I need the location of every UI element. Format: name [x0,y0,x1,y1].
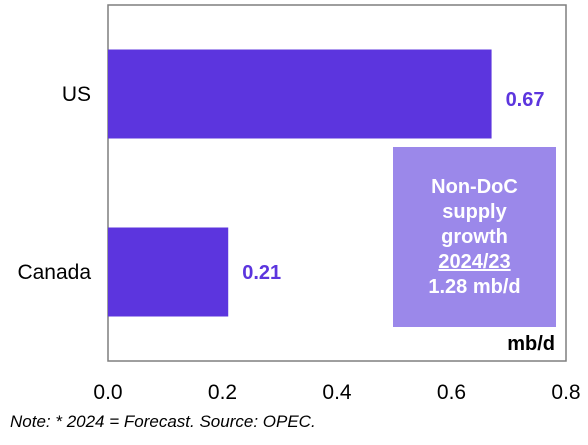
info-box-line-2: supply [442,200,507,223]
info-box-line-1: Non-DoC [431,175,518,198]
info-box-line-3: growth [441,225,508,248]
x-tick-label: 0.6 [437,381,466,404]
x-tick-label: 0.0 [93,381,122,404]
x-tick-label: 0.2 [208,381,237,404]
data-label-us: 0.67 [506,89,545,111]
info-box-period: 2024/23 [438,250,511,273]
plot-frame [107,4,567,362]
x-tick-label: 0.8 [551,381,580,404]
supply-growth-box: Non-DoC supply growth 2024/23 1.28 mb/d [393,147,556,327]
info-box-total: 1.28 mb/d [428,275,521,298]
bar-canada [108,227,229,317]
category-label-canada: Canada [17,261,91,284]
data-label-canada: 0.21 [242,262,281,284]
x-tick-label: 0.4 [322,381,352,404]
category-label-us: US [62,83,91,106]
unit-label: mb/d [507,333,555,355]
bar-us [108,49,492,139]
footnote: Note: * 2024 = Forecast. Source: OPEC. [10,412,316,431]
